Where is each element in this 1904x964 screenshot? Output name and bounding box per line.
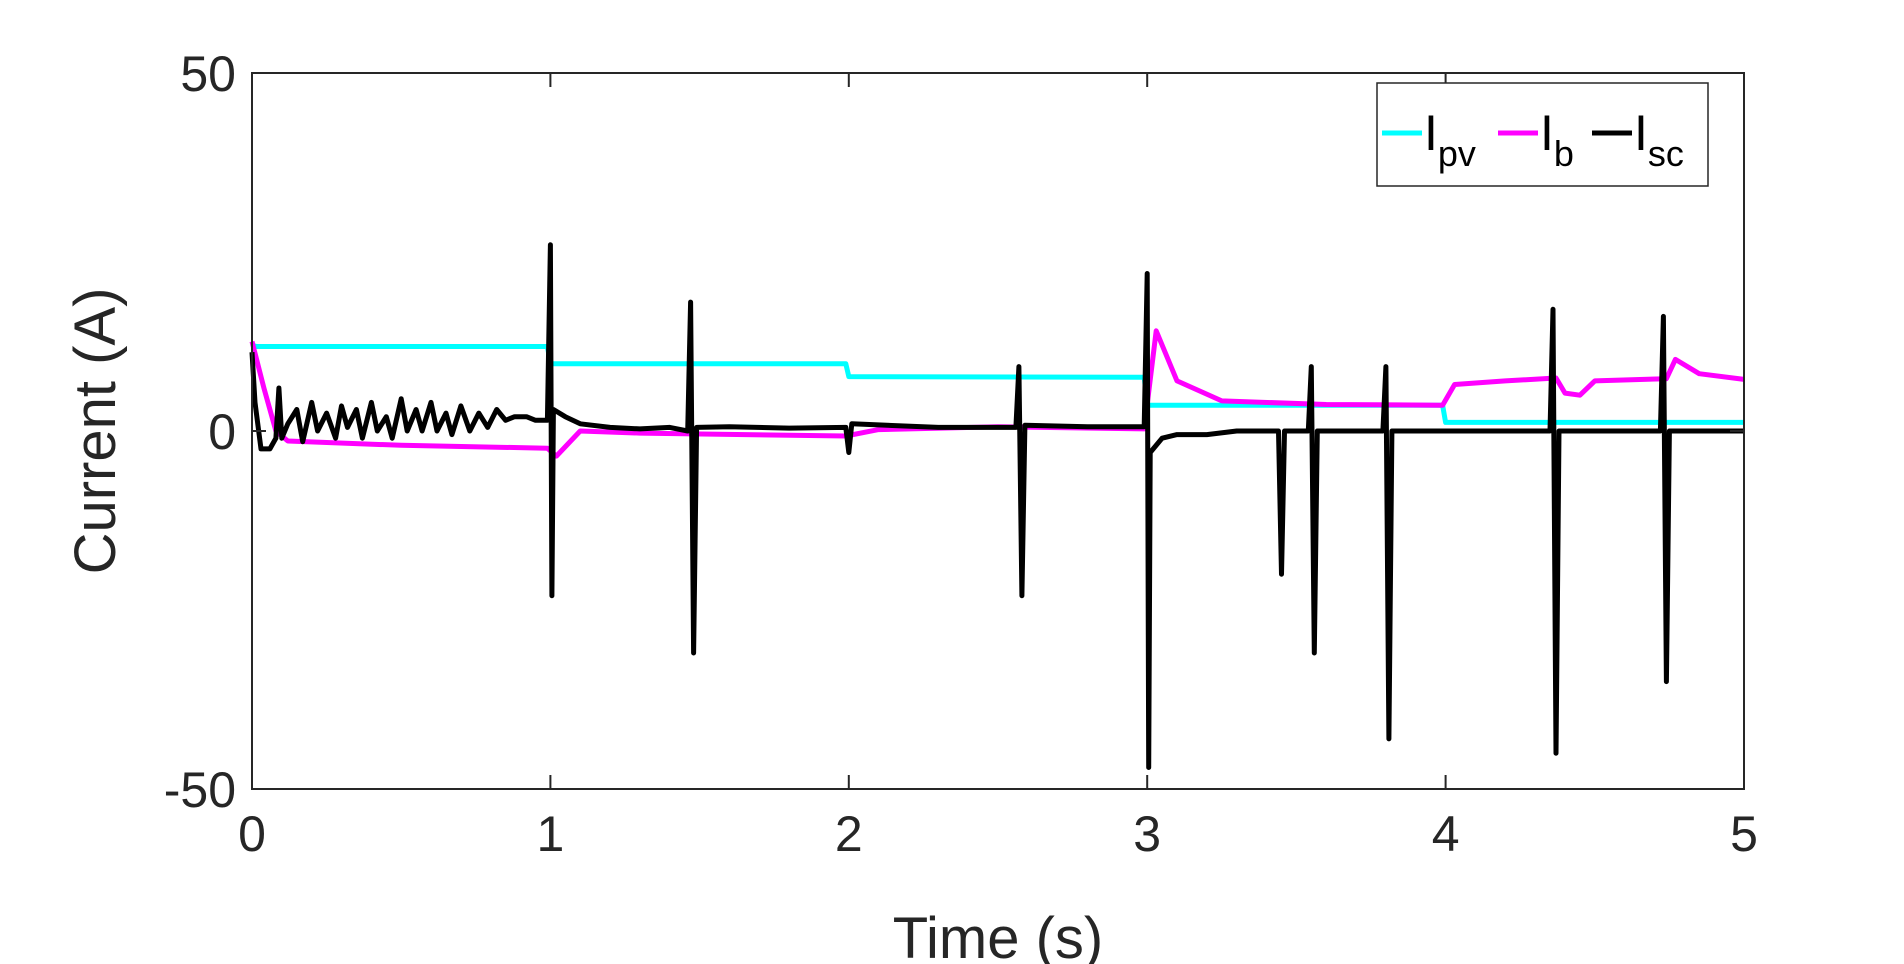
legend-entry-b: Ib — [1498, 105, 1574, 174]
x-tick-label: 1 — [536, 806, 564, 862]
legend-box — [1376, 82, 1709, 187]
series-line-sc — [249, 242, 1744, 770]
y-tick-label: 50 — [180, 46, 236, 102]
x-tick-label: 5 — [1730, 806, 1758, 862]
x-tick-label: 4 — [1432, 806, 1460, 862]
legend-entry-pv: Ipv — [1382, 105, 1476, 174]
series-line-pv — [251, 342, 1744, 425]
x-tick-label: 2 — [835, 806, 863, 862]
y-tick-label: 0 — [208, 404, 236, 460]
series-layer — [249, 242, 1745, 770]
x-tick-label: 3 — [1133, 806, 1161, 862]
legend-label-sc: Isc — [1634, 105, 1684, 174]
legend-sub-pv: pv — [1438, 133, 1476, 174]
legend-entry-sc: Isc — [1592, 105, 1684, 174]
legend-sub-sc: sc — [1648, 133, 1684, 174]
series-line-b — [249, 328, 1745, 459]
legend-main-pv: I — [1424, 105, 1438, 161]
y-tick-label: -50 — [164, 762, 236, 818]
x-tick-label: 0 — [238, 806, 266, 862]
legend-main-b: I — [1540, 105, 1554, 161]
legend-label-pv: Ipv — [1424, 105, 1476, 174]
legend-label-b: Ib — [1540, 105, 1574, 174]
y-axis-label: Current (A) — [63, 288, 128, 575]
legend-main-sc: I — [1634, 105, 1648, 161]
x-axis-label: Time (s) — [893, 906, 1103, 964]
legend-sub-b: b — [1554, 133, 1574, 174]
legend: Ipv Ib Isc — [1376, 82, 1709, 187]
